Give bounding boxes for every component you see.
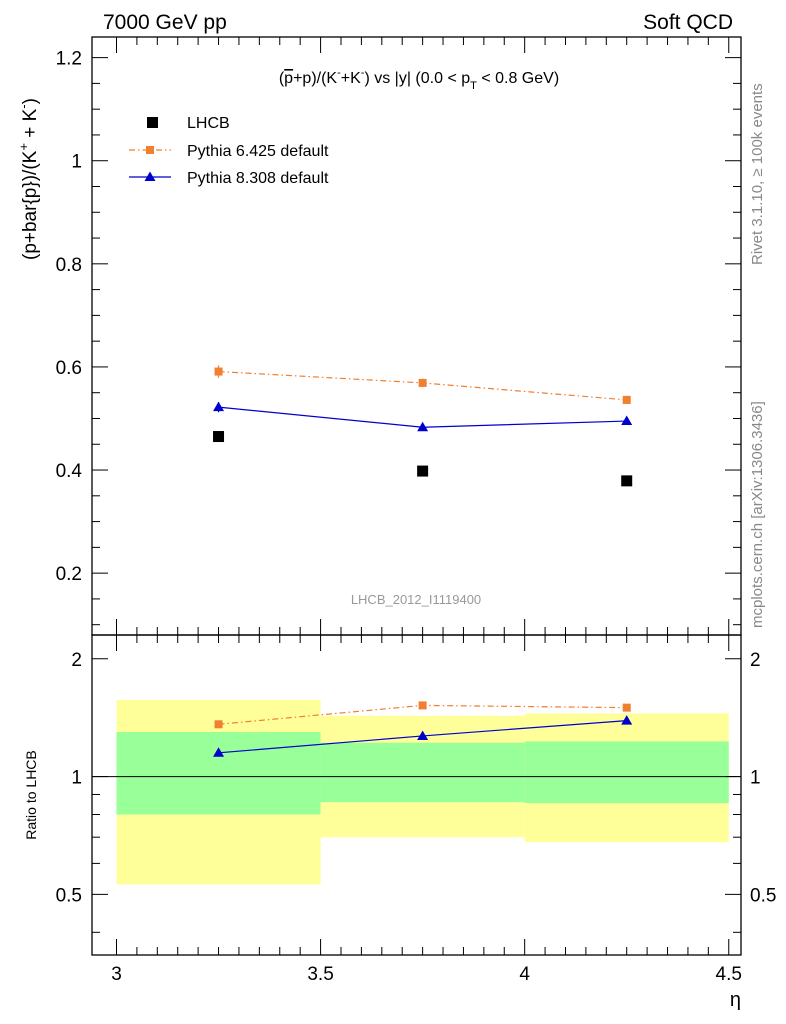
x-tick-label: 4 [519,964,530,985]
ratio-uncertainty-bands [116,699,729,885]
main-ytick-label: 1.2 [56,49,82,70]
main-point-pythia8 [621,415,633,426]
main-point-pythia6 [622,395,631,404]
x-tick-label: 3 [111,964,122,985]
main-panel: 0.2 0.4 0.6 0.8 1 1.2 (p+p)/(K-+K-) vs |y| (0… [16,36,742,636]
rivet-label: Rivet 3.1.10, ≥ 100k events [749,83,766,265]
main-y-axis: 0.2 0.4 0.6 0.8 1 1.2 [56,49,741,626]
main-point-pythia8 [213,401,225,412]
ratio-series-layer [213,701,633,757]
legend-marker-pythia6 [146,146,154,154]
main-point-pythia6 [214,367,223,376]
legend-marker-pythia8 [144,171,156,181]
main-point-lhcb [621,475,633,487]
ratio-ytick-label-right: 0.5 [750,885,776,906]
main-title: (p+p)/(K-+K-) vs |y| (0.0 < pT < 0.8 GeV… [279,67,559,92]
main-ytick-label: 1 [71,152,82,173]
main-point-lhcb [417,465,429,477]
ratio-point-pythia6 [418,701,427,710]
ratio-band-inner [320,742,525,803]
ratio-point-pythia6 [622,703,631,712]
ratio-x-axis: 3 3.5 4 4.5 [111,635,742,985]
analysis-watermark: LHCB_2012_I1119400 [351,592,481,607]
ratio-band-inner [116,731,321,815]
main-ytick-label: 0.4 [56,461,83,482]
main-ytick-label: 0.6 [56,358,82,379]
ratio-band-inner [524,741,729,804]
ratio-frame [91,634,742,956]
main-ytick-label: 0.2 [56,564,82,585]
ratio-y-axis: 0.5 0.5 1 1 2 2 [56,650,776,933]
legend-label-pythia6: Pythia 6.425 default [187,143,329,160]
main-point-pythia6 [418,378,427,387]
ratio-ylabel: Ratio to LHCB [23,750,39,839]
pbar-symbol: p [284,70,293,87]
main-series-layer [213,365,633,487]
ratio-ytick-label: 2 [71,650,82,671]
main-point-lhcb [213,431,225,443]
ratio-point-pythia6 [214,720,223,729]
ratio-ytick-label-right: 1 [750,768,761,789]
main-x-ticks [115,37,730,635]
main-ylabel: (p+bar{p})/(K+ + K-) [16,98,41,260]
x-tick-label: 4.5 [716,964,742,985]
main-ytick-label: 0.8 [56,255,82,276]
x-tick-label: 3.5 [307,964,333,985]
ratio-point-pythia8 [417,730,429,740]
ratio-ytick-label: 1 [71,768,82,789]
legend-marker-lhcb [147,117,158,128]
x-axis-label: η [730,989,741,1011]
header-left: 7000 GeV pp [103,11,227,34]
ratio-point-pythia8 [213,747,225,757]
legend-label-pythia8: Pythia 8.308 default [187,170,329,187]
main-point-pythia8 [417,421,429,432]
header-right: Soft QCD [643,11,733,34]
mcplots-label: mcplots.cern.ch [arXiv:1306.3436] [749,401,766,628]
legend: LHCB Pythia 6.425 default Pythia 8.308 d… [129,115,329,187]
ratio-panel: 0.5 0.5 1 1 2 2 3 3.5 4 4.5 Ratio to LHCB η [23,634,776,1011]
ratio-point-pythia8 [621,715,633,725]
ratio-ytick-label: 0.5 [56,885,82,906]
legend-label-lhcb: LHCB [187,115,230,132]
ratio-ytick-label-right: 2 [750,650,761,671]
